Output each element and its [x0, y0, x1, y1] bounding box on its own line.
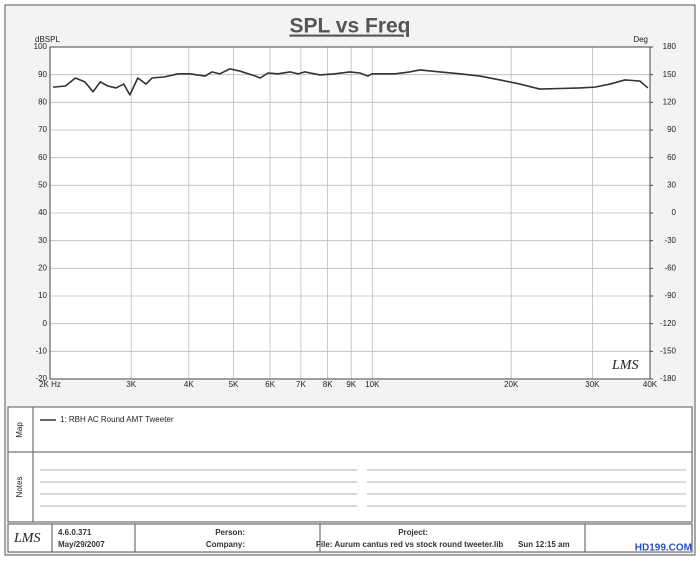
- version: 4.6.0.371: [58, 528, 92, 537]
- y-tick-label: 20: [38, 263, 47, 272]
- y-tick-label: 10: [38, 291, 47, 300]
- date: May/29/2007: [58, 540, 105, 549]
- chart-title: SPL vs Freq: [290, 15, 411, 38]
- y2-tick-label: -30: [664, 236, 676, 245]
- y2-tick-label: 90: [667, 125, 676, 134]
- data-line: [52, 68, 649, 96]
- footer-logo: LMS: [13, 531, 40, 546]
- x-tick-label: 4K: [184, 380, 194, 389]
- notes-label: Notes: [15, 477, 24, 498]
- x-tick-label: 6K: [265, 380, 275, 389]
- y2-tick-label: -90: [664, 291, 676, 300]
- y2-tick-label: 120: [663, 97, 677, 106]
- y2-tick-label: 30: [667, 180, 676, 189]
- notes-panel: [7, 451, 693, 523]
- y-tick-label: -10: [35, 346, 47, 355]
- y2-tick-label: -180: [660, 374, 677, 383]
- y-tick-label: 70: [38, 125, 47, 134]
- y2-tick-label: -120: [660, 319, 677, 328]
- file-name: File: Aurum cantus red vs stock round tw…: [316, 540, 503, 549]
- y-tick-label: 90: [38, 70, 47, 79]
- x-tick-label: 5K: [229, 380, 239, 389]
- y-axis-label: dBSPL: [35, 35, 60, 44]
- y-tick-label: 30: [38, 236, 47, 245]
- legend: 1: RBH AC Round AMT Tweeter: [40, 415, 174, 424]
- x-tick-label: 20K: [504, 380, 519, 389]
- y-tick-label: 60: [38, 153, 47, 162]
- footer: [7, 523, 693, 553]
- y2-tick-label: -60: [664, 263, 676, 272]
- plot-logo: LMS: [611, 358, 638, 373]
- x-tick-label: 3K: [126, 380, 136, 389]
- y-tick-label: -20: [35, 374, 47, 383]
- map-label: Map: [15, 422, 24, 438]
- y2-tick-label: 0: [672, 208, 677, 217]
- x-tick-label: 9K: [346, 380, 356, 389]
- x-tick-label: 2K Hz: [39, 380, 61, 389]
- legend-label: 1: RBH AC Round AMT Tweeter: [60, 415, 174, 424]
- project-label: Project:: [398, 528, 428, 537]
- y2-axis-label: Deg: [633, 35, 648, 44]
- y-tick-label: 0: [43, 319, 48, 328]
- x-tick-label: 10K: [365, 380, 380, 389]
- y-tick-label: 40: [38, 208, 47, 217]
- watermark: HD199.COM: [635, 543, 692, 554]
- x-tick-label: 8K: [323, 380, 333, 389]
- map-panel: [7, 406, 693, 453]
- y2-tick-label: 60: [667, 153, 676, 162]
- y2-tick-label: 150: [663, 70, 677, 79]
- y2-tick-label: 180: [663, 42, 677, 51]
- company-label: Company:: [206, 540, 245, 549]
- y-tick-label: 80: [38, 97, 47, 106]
- y-tick-label: 50: [38, 180, 47, 189]
- x-tick-label: 40K: [643, 380, 658, 389]
- note-lines: [40, 469, 686, 507]
- plot-frame: [49, 46, 651, 380]
- y-tick-label: 100: [34, 42, 48, 51]
- x-tick-label: 30K: [585, 380, 600, 389]
- time: Sun 12:15 am: [518, 540, 570, 549]
- y2-tick-label: -150: [660, 346, 677, 355]
- person-label: Person:: [215, 528, 245, 537]
- x-tick-label: 7K: [296, 380, 306, 389]
